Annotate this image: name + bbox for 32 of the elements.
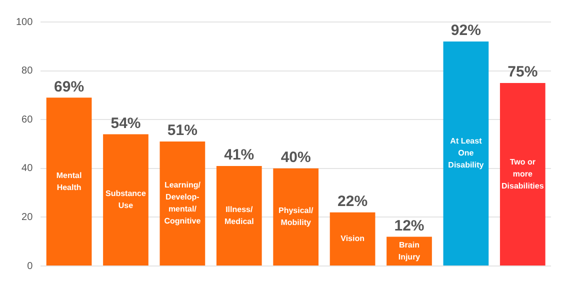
data-label: 40% <box>280 149 311 166</box>
x-tick-label: Physical/ Mobility <box>278 206 314 228</box>
bar <box>500 83 546 266</box>
data-label: 69% <box>54 78 84 96</box>
bar <box>330 212 376 266</box>
bar <box>443 42 489 266</box>
data-label: 75% <box>508 64 538 81</box>
x-tick-label: Learning/ Develop- mental/ Cognitive <box>164 180 202 226</box>
data-label: 92% <box>450 22 481 40</box>
bar <box>216 166 262 266</box>
data-label: 12% <box>394 217 424 234</box>
y-tick-label: 40 <box>22 163 34 174</box>
x-tick-label: Two or more Disabilities <box>502 157 544 190</box>
bar <box>160 142 206 266</box>
y-tick-label: 0 <box>27 260 34 272</box>
x-tick-label: At Least One Disability <box>448 136 484 170</box>
x-tick-label: Substance Use <box>106 189 147 210</box>
x-tick-label: Brain Injury <box>398 240 421 262</box>
x-tick-label: Vision <box>340 234 365 244</box>
bar <box>46 98 92 266</box>
data-label: 22% <box>338 192 368 210</box>
x-tick-label: Mental Health <box>56 170 82 192</box>
bar <box>273 168 319 266</box>
data-label: 51% <box>167 122 198 140</box>
bar <box>103 134 148 266</box>
y-tick-label: 20 <box>22 212 34 223</box>
y-tick-label: 60 <box>22 114 34 126</box>
y-tick-label: 100 <box>16 16 34 28</box>
data-label: 41% <box>224 146 254 164</box>
x-tick-label: Illness/ Medical <box>224 204 254 226</box>
data-label: 54% <box>110 114 141 132</box>
y-tick-label: 80 <box>22 66 34 77</box>
